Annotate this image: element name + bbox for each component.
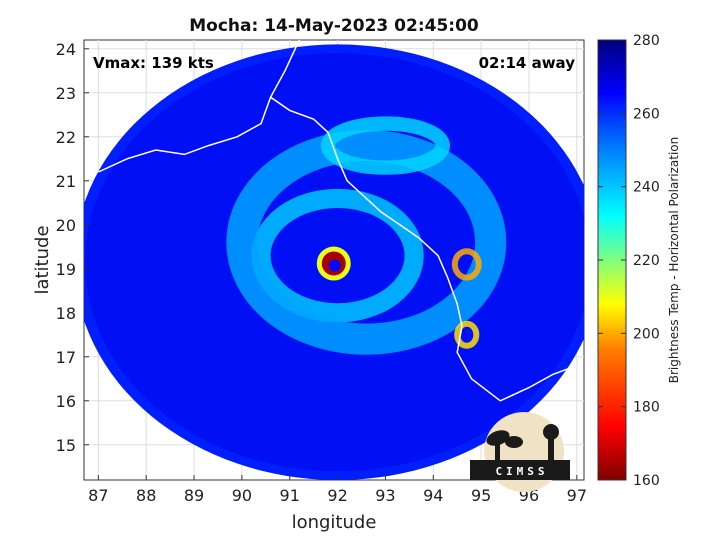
y-tick-label: 24 [56,40,76,59]
y-tick-label: 16 [56,392,76,411]
colorbar-tick-label: 240 [633,180,660,196]
y-tick-label: 22 [56,128,76,147]
colorbar-label: Brightness Temp - Horizontal Polarizatio… [667,137,681,384]
northeast-convection [451,248,482,281]
chart-title: Mocha: 14-May-2023 02:45:00 [189,16,479,36]
time-offset-annotation: 02:14 away [479,54,576,72]
cimss-logo-dish-left [486,430,510,446]
x-tick-label: 88 [136,486,156,505]
inner-band [251,188,424,323]
x-tick-label: 94 [423,486,443,505]
outer-band [226,130,507,355]
colorbar-ticks: 160 180 200 220 240 260 280 [598,33,660,489]
x-axis-ticks: 87 88 89 90 91 92 93 94 95 96 97 [88,475,587,505]
x-tick-label: 90 [232,486,252,505]
colorbar-tick-label: 260 [633,106,660,122]
colorbar-tick-label: 180 [633,400,660,416]
y-tick-label: 15 [56,436,76,455]
x-tick-label: 95 [471,486,491,505]
cimss-logo-tower [548,438,554,460]
x-tick-label: 92 [327,486,347,505]
y-axis-ticks: 15 16 17 18 19 20 21 22 23 24 [56,40,89,455]
southeast-convection [454,320,480,349]
x-tick-label: 87 [88,486,108,505]
cimss-logo-dish-right [505,436,523,448]
y-axis-label: latitude [32,225,53,294]
coastline-north [269,40,300,98]
eye [328,259,341,272]
coastline-bay-of-bengal [98,96,578,402]
y-tick-label: 18 [56,304,76,323]
x-tick-label: 91 [280,486,300,505]
x-axis-label: longitude [292,512,377,533]
y-tick-label: 23 [56,84,76,103]
vmax-annotation: Vmax: 139 kts [93,54,214,72]
x-tick-label: 93 [375,486,395,505]
x-tick-label: 97 [567,486,587,505]
y-tick-label: 17 [56,348,76,367]
y-tick-label: 21 [56,172,76,191]
cimss-logo-tower-top [543,424,559,440]
north-band [320,116,451,175]
colorbar-tick-label: 160 [633,473,660,489]
x-tick-label: 89 [184,486,204,505]
y-tick-label: 20 [56,216,76,235]
coastline [98,40,578,402]
y-tick-label: 19 [56,260,76,279]
colorbar-tick-label: 200 [633,326,660,342]
cimss-logo-bar [470,460,570,480]
cimss-logo-text: CIMSS [495,465,548,478]
colorbar-tick-label: 220 [633,253,660,269]
cimss-logo-dish-stand [495,442,500,460]
colorbar-tick-label: 280 [633,33,660,49]
brightness-temperature-swath [84,44,584,480]
cimss-logo: CIMSS [470,412,570,492]
